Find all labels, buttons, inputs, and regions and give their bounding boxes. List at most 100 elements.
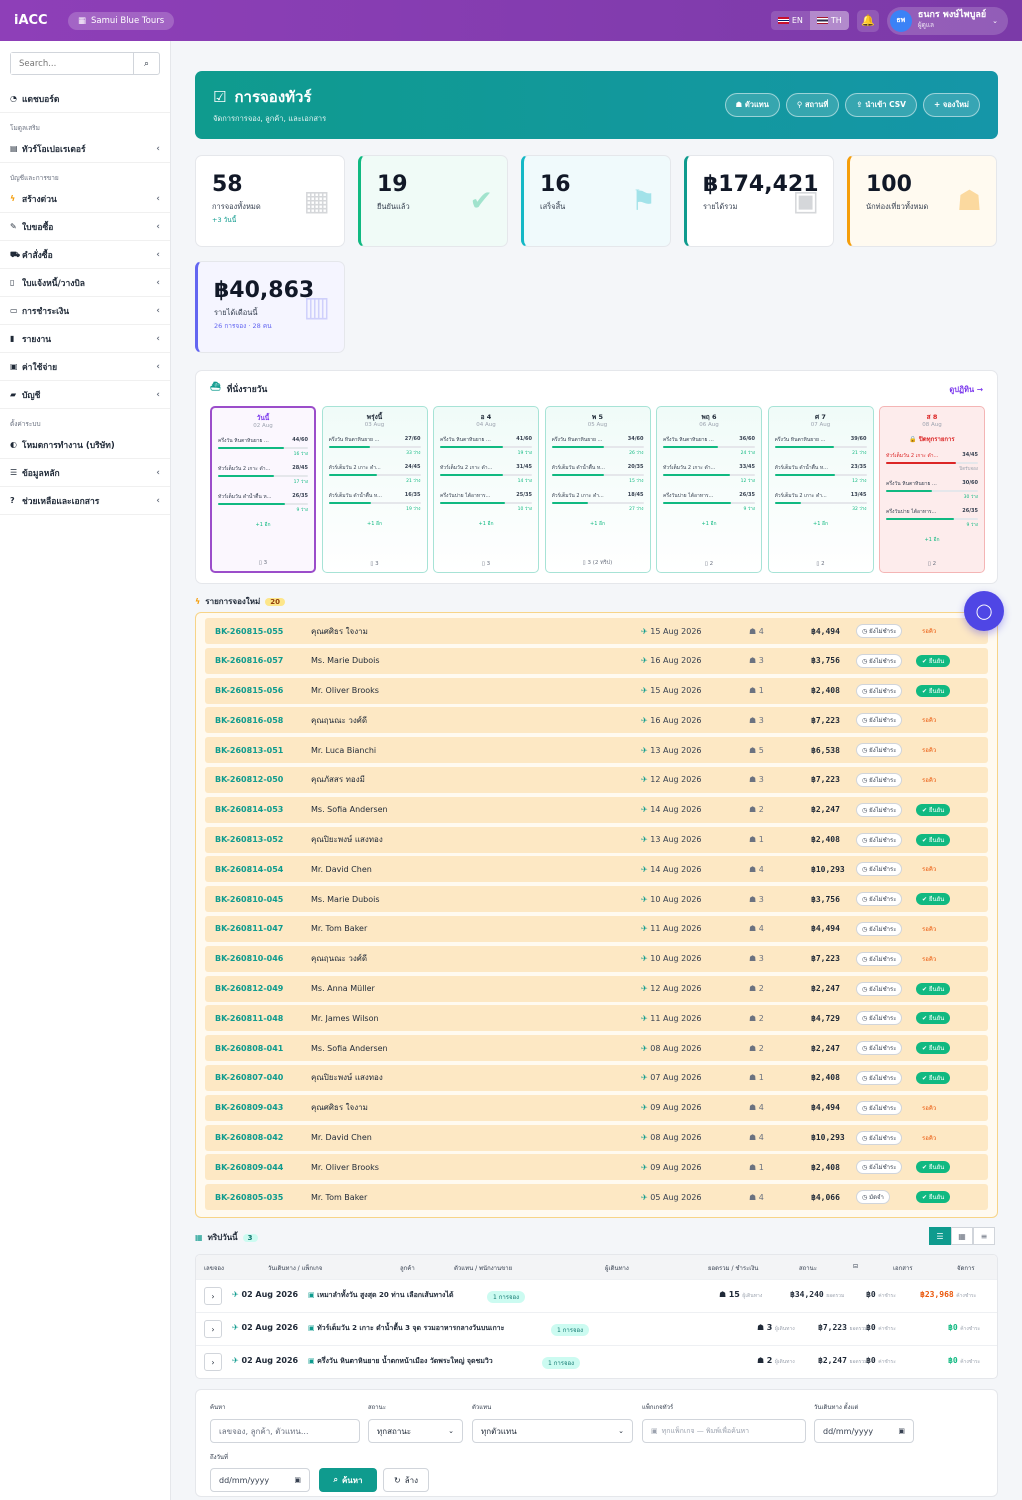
table-row[interactable]: BK-260808-041 Ms. Sofia Andersen ✈ 08 Au… bbox=[205, 1035, 988, 1062]
expand-row-button[interactable]: › bbox=[204, 1353, 222, 1371]
table-row[interactable]: BK-260809-043 คุณศศิธร ใจงาม ✈ 09 Aug 20… bbox=[205, 1094, 988, 1121]
day-card[interactable]: ส 8 08 Aug 🔒 ปิดทุกรายการ ทัวร์เต็มวัน 2 … bbox=[879, 406, 985, 573]
search-icon[interactable]: ⌕ bbox=[133, 53, 159, 74]
day-card[interactable]: อ 4 04 Aug ครึ่งวัน หินตาหินยาย ... 41/60… bbox=[433, 406, 539, 573]
clear-button[interactable]: ↻ ล้าง bbox=[383, 1468, 429, 1492]
table-row[interactable]: › ✈ 02 Aug 2026 ▣ ครึ่งวัน หินตาหินยาย น… bbox=[196, 1345, 997, 1378]
user-menu[interactable]: ธพ ธนกร พงษ์ไพบูลย์ ผู้ดูแล ⌄ bbox=[886, 6, 1008, 35]
trip-seat: ครึ่งวัน หินตาหินยาย ... 30/60 30 ว่าง bbox=[886, 480, 978, 500]
booking-code[interactable]: BK-260816-058 bbox=[215, 715, 284, 725]
table-row[interactable]: BK-260812-049 Ms. Anna Müller ✈ 12 Aug 2… bbox=[205, 975, 988, 1002]
table-row[interactable]: › ✈ 02 Aug 2026 ▣ เหมาลำทั้งวัน สูงสุด 2… bbox=[196, 1279, 997, 1312]
sidebar-item-dashboard[interactable]: ◔ แดชบอร์ด bbox=[0, 85, 170, 113]
table-row[interactable]: BK-260813-052 คุณปิยะพงษ์ แสงทอง ✈ 13 Au… bbox=[205, 826, 988, 853]
booking-code[interactable]: BK-260815-055 bbox=[215, 626, 284, 636]
sidebar-search-input[interactable] bbox=[11, 53, 133, 74]
booking-code[interactable]: BK-260813-052 bbox=[215, 835, 284, 845]
table-row[interactable]: BK-260815-056 Mr. Oliver Brooks ✈ 15 Aug… bbox=[205, 677, 988, 704]
booking-code[interactable]: BK-260812-049 bbox=[215, 984, 284, 994]
table-row[interactable]: BK-260813-051 Mr. Luca Bianchi ✈ 13 Aug … bbox=[205, 737, 988, 764]
search-button[interactable]: ⌕ ค้นหา bbox=[319, 1468, 377, 1492]
sidebar-item-invoice[interactable]: ▯ ใบแจ้งหนี้/วางบิล ‹ bbox=[0, 269, 170, 297]
compact-view-icon[interactable]: ≡ bbox=[973, 1227, 995, 1245]
sidebar-item-tour-operator[interactable]: ▤ ทัวร์โอเปอเรเตอร์ ‹ bbox=[0, 135, 170, 163]
day-card[interactable]: ศ 7 07 Aug ครึ่งวัน หินตาหินยาย ... 39/60… bbox=[767, 406, 874, 573]
day-card[interactable]: พรุ่งนี้ 03 Aug ครึ่งวัน หินตาหินยาย ...… bbox=[321, 406, 428, 573]
table-row[interactable]: BK-260805-035 Mr. Tom Baker ✈ 05 Aug 202… bbox=[205, 1184, 988, 1211]
table-row[interactable]: BK-260807-040 คุณปิยะพงษ์ แสงทอง ✈ 07 Au… bbox=[205, 1064, 988, 1091]
more-trips-link[interactable]: +1 อีก bbox=[924, 537, 940, 543]
booking-code[interactable]: BK-260809-043 bbox=[215, 1103, 284, 1113]
expand-row-button[interactable]: › bbox=[204, 1320, 222, 1338]
table-row[interactable]: BK-260809-044 Mr. Oliver Brooks ✈ 09 Aug… bbox=[205, 1154, 988, 1181]
table-row[interactable]: BK-260810-045 Ms. Marie Dubois ✈ 10 Aug … bbox=[205, 886, 988, 913]
booking-code[interactable]: BK-260810-046 bbox=[215, 954, 284, 964]
booking-code[interactable]: BK-260811-047 bbox=[215, 924, 284, 934]
agents-button[interactable]: ☗ ตัวแทน bbox=[724, 93, 780, 117]
booking-code[interactable]: BK-260816-057 bbox=[215, 656, 284, 666]
sidebar-item-expense[interactable]: ▣ ค่าใช้จ่าย ‹ bbox=[0, 353, 170, 381]
day-card[interactable]: วันนี้ 02 Aug ครึ่งวัน หินตาหินยาย ... 44… bbox=[210, 406, 316, 573]
sidebar-item-master-data[interactable]: ☰ ข้อมูลหลัก ‹ bbox=[0, 459, 170, 487]
more-trips-link[interactable]: +1 อีก bbox=[701, 521, 717, 527]
table-row[interactable]: BK-260814-053 Ms. Sofia Andersen ✈ 14 Au… bbox=[205, 796, 988, 823]
sidebar-item-report[interactable]: ▮ รายงาน ‹ bbox=[0, 325, 170, 353]
grid-view-icon[interactable]: ▦ bbox=[951, 1227, 973, 1245]
package-search-input[interactable]: ▣ ทุกแพ็กเกจ — พิมพ์เพื่อค้นหา bbox=[642, 1419, 806, 1443]
table-row[interactable]: BK-260811-047 Mr. Tom Baker ✈ 11 Aug 202… bbox=[205, 915, 988, 942]
table-row[interactable]: BK-260816-058 คุณฤนณะ วงศ์ดี ✈ 16 Aug 20… bbox=[205, 707, 988, 734]
table-row[interactable]: BK-260812-050 คุณภัสสร ทองมี ✈ 12 Aug 20… bbox=[205, 766, 988, 793]
sidebar-item-work-mode[interactable]: ◐ โหมดการทำงาน (บริษัท) bbox=[0, 431, 170, 459]
trip-seat: ครึ่งวัน หินตาหินยาย ... 34/60 26 ว่าง bbox=[551, 436, 644, 456]
booking-code[interactable]: BK-260807-040 bbox=[215, 1073, 284, 1083]
day-card[interactable]: พฤ 6 06 Aug ครึ่งวัน หินตาหินยาย ... 36/6… bbox=[656, 406, 762, 573]
view-calendar-link[interactable]: ดูปฏิทิน → bbox=[949, 385, 983, 394]
table-row[interactable]: BK-260814-054 Mr. David Chen ✈ 14 Aug 20… bbox=[205, 856, 988, 883]
table-row[interactable]: BK-260815-055 คุณศศิธร ใจงาม ✈ 15 Aug 20… bbox=[205, 618, 988, 644]
brand-logo[interactable]: iACC bbox=[14, 13, 48, 28]
table-row[interactable]: BK-260808-042 Mr. David Chen ✈ 08 Aug 20… bbox=[205, 1124, 988, 1151]
table-row[interactable]: BK-260816-057 Ms. Marie Dubois ✈ 16 Aug … bbox=[205, 647, 988, 674]
new-booking-button[interactable]: + จองใหม่ bbox=[922, 93, 980, 117]
more-trips-link[interactable]: +1 อีก bbox=[813, 521, 828, 527]
table-row[interactable]: BK-260811-048 Mr. James Wilson ✈ 11 Aug … bbox=[205, 1005, 988, 1032]
booking-code[interactable]: BK-260805-035 bbox=[215, 1192, 284, 1202]
booking-code[interactable]: BK-260809-044 bbox=[215, 1162, 284, 1172]
import-csv-button[interactable]: ⇪ นำเข้า CSV bbox=[845, 93, 917, 117]
sidebar-item-help[interactable]: ? ช่วยเหลือและเอกสาร ‹ bbox=[0, 487, 170, 515]
booking-code[interactable]: BK-260811-048 bbox=[215, 1013, 284, 1023]
locations-button[interactable]: ⚲ สถานที่ bbox=[785, 93, 840, 117]
bell-icon[interactable]: 🔔 bbox=[856, 9, 879, 32]
status-select[interactable]: ทุกสถานะ ⌄ bbox=[368, 1419, 463, 1443]
sidebar-item-payment[interactable]: ▭ การชำระเงิน ‹ bbox=[0, 297, 170, 325]
chat-button[interactable]: ◯ bbox=[964, 591, 1004, 631]
date-from-input[interactable]: dd/mm/yyyy ▣ bbox=[814, 1419, 914, 1443]
sidebar-item-purchase-order[interactable]: ⛟ คำสั่งซื้อ ‹ bbox=[0, 241, 170, 269]
company-switcher[interactable]: ▦ Samui Blue Tours bbox=[68, 11, 175, 30]
booking-code[interactable]: BK-260814-053 bbox=[215, 805, 284, 815]
more-trips-link[interactable]: +1 อีก bbox=[590, 521, 605, 527]
more-trips-link[interactable]: +1 อีก bbox=[255, 522, 271, 528]
booking-code[interactable]: BK-260808-041 bbox=[215, 1043, 284, 1053]
day-card[interactable]: พ 5 05 Aug ครึ่งวัน หินตาหินยาย ... 34/60… bbox=[544, 406, 651, 573]
booking-code[interactable]: BK-260814-054 bbox=[215, 864, 284, 874]
booking-code[interactable]: BK-260815-056 bbox=[215, 686, 284, 696]
booking-code[interactable]: BK-260813-051 bbox=[215, 745, 284, 755]
agent-select[interactable]: ทุกตัวแทน ⌄ bbox=[472, 1419, 633, 1443]
sidebar-item-accounts[interactable]: ▰ บัญชี ‹ bbox=[0, 381, 170, 409]
booking-search-input[interactable]: เลขจอง, ลูกค้า, ตัวแทน... bbox=[210, 1419, 360, 1443]
booking-code[interactable]: BK-260810-045 bbox=[215, 894, 284, 904]
date-to-input[interactable]: dd/mm/yyyy ▣ bbox=[210, 1468, 310, 1492]
table-row[interactable]: BK-260810-046 คุณฤนณะ วงศ์ดี ✈ 10 Aug 20… bbox=[205, 945, 988, 972]
more-trips-link[interactable]: +1 อีก bbox=[367, 521, 382, 527]
sidebar-item-quick-create[interactable]: ϟ สร้างด่วน ‹ bbox=[0, 185, 170, 213]
table-row[interactable]: › ✈ 02 Aug 2026 ▣ ทัวร์เต็มวัน 2 เกาะ ดำ… bbox=[196, 1312, 997, 1345]
list-view-icon[interactable]: ☰ bbox=[929, 1227, 951, 1245]
booking-code[interactable]: BK-260808-042 bbox=[215, 1133, 284, 1143]
sidebar-item-purchase-request[interactable]: ✎ ใบขอซื้อ ‹ bbox=[0, 213, 170, 241]
lang-en-button[interactable]: EN bbox=[771, 11, 810, 30]
more-trips-link[interactable]: +1 อีก bbox=[478, 521, 494, 527]
booking-code[interactable]: BK-260812-050 bbox=[215, 775, 284, 785]
expand-row-button[interactable]: › bbox=[204, 1287, 222, 1305]
lang-th-button[interactable]: TH bbox=[809, 11, 849, 30]
